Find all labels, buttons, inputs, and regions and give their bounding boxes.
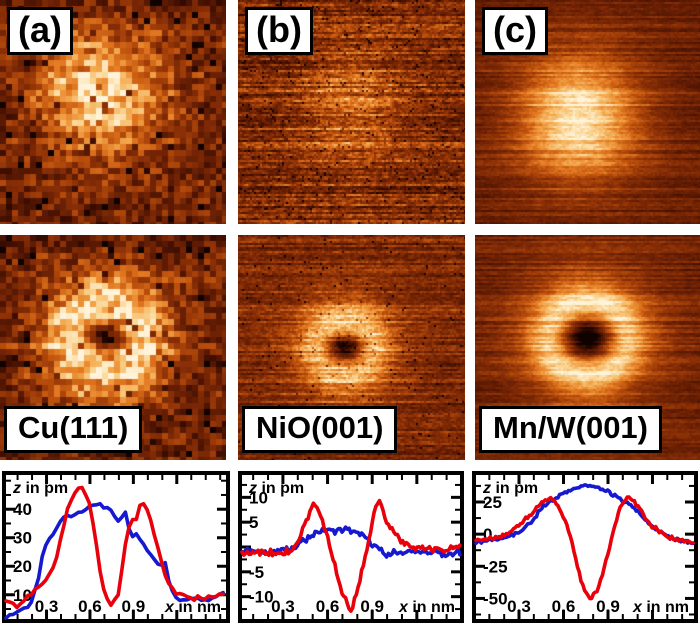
stm-panel-c-bottom: Mn/W(001) xyxy=(475,235,700,460)
line-profile-svg-cu: 0.3 0.6 0.9 10 20 30 40 z in pm x in nm xyxy=(2,471,230,623)
svg-text:0.3: 0.3 xyxy=(35,597,59,616)
svg-text:-10: -10 xyxy=(249,588,274,607)
line-profile-plot-mnw: 0.3 0.6 0.9 -50 -25 0 25 z in pm x in nm xyxy=(472,471,698,623)
line-profile-plot-nio: 0.3 0.6 0.9 -10 -5 5 10 z in pm x in nm xyxy=(238,471,464,623)
svg-text:z in pm: z in pm xyxy=(12,480,68,497)
svg-text:0.9: 0.9 xyxy=(122,597,146,616)
svg-text:x in nm: x in nm xyxy=(164,599,221,616)
surface-label-mnw001: Mn/W(001) xyxy=(479,406,662,453)
svg-text:0.3: 0.3 xyxy=(271,597,295,616)
surface-label-cu111: Cu(111) xyxy=(4,406,143,453)
stm-panel-b-top: (b) xyxy=(238,0,465,224)
svg-text:30: 30 xyxy=(13,529,32,548)
svg-text:0.3: 0.3 xyxy=(507,597,531,616)
svg-text:25: 25 xyxy=(483,493,502,512)
svg-text:10: 10 xyxy=(13,586,32,605)
svg-text:5: 5 xyxy=(249,513,258,532)
svg-text:10: 10 xyxy=(249,488,268,507)
svg-text:0.9: 0.9 xyxy=(360,597,384,616)
panel-tag-c: (c) xyxy=(482,7,548,55)
svg-text:-25: -25 xyxy=(483,557,508,576)
line-profile-svg-mnw: 0.3 0.6 0.9 -50 -25 0 25z in pm x in nm xyxy=(472,471,698,623)
stm-panel-b-bottom: NiO(001) xyxy=(238,235,465,460)
svg-text:0: 0 xyxy=(483,525,492,544)
svg-text:-50: -50 xyxy=(483,589,508,608)
line-profile-svg-nio: 0.3 0.6 0.9 -10 -5 5 10z in pm x in nm xyxy=(238,471,464,623)
stm-panel-a-top: (a) xyxy=(0,0,226,224)
svg-text:0.6: 0.6 xyxy=(316,597,340,616)
line-profile-plot-cu: 0.3 0.6 0.9 10 20 30 40 z in pm x in nm xyxy=(2,471,230,623)
panel-tag-b: (b) xyxy=(245,7,313,55)
svg-text:0.6: 0.6 xyxy=(552,597,576,616)
svg-text:z in pm: z in pm xyxy=(482,480,538,497)
stm-panel-a-bottom: Cu(111) xyxy=(0,235,226,460)
svg-text:-5: -5 xyxy=(249,563,264,582)
svg-text:40: 40 xyxy=(13,500,32,519)
surface-label-nio001: NiO(001) xyxy=(242,406,398,453)
panel-tag-a: (a) xyxy=(7,7,73,55)
svg-text:z in pm: z in pm xyxy=(248,480,304,497)
stm-panel-c-top: (c) xyxy=(475,0,700,224)
svg-text:20: 20 xyxy=(13,557,32,576)
svg-text:x in nm: x in nm xyxy=(632,599,689,616)
svg-text:0.6: 0.6 xyxy=(78,597,102,616)
svg-text:0.9: 0.9 xyxy=(596,597,620,616)
svg-text:x in nm: x in nm xyxy=(398,599,455,616)
